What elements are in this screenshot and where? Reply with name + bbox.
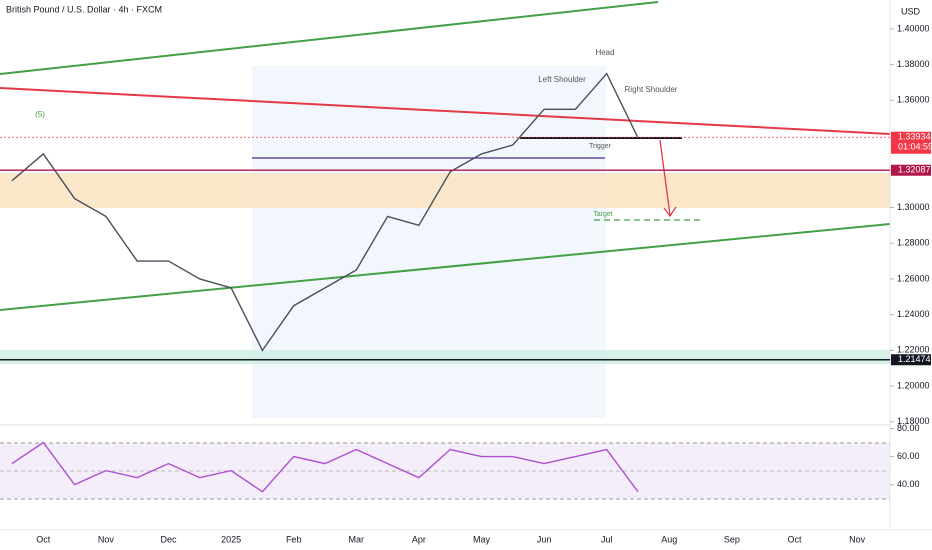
x-tick-label: Jul [601, 534, 613, 544]
unit-label: USD [901, 6, 921, 16]
price-marker-label: 1.21474 [898, 354, 931, 364]
y-tick-label: 40.00 [897, 479, 920, 489]
x-tick-label: Oct [36, 534, 51, 544]
volume-profile-area [252, 66, 606, 418]
x-tick-label: Sep [724, 534, 740, 544]
y-tick-label: 1.30000 [897, 202, 930, 212]
x-tick-label: Apr [412, 534, 426, 544]
annotation: Trigger [589, 143, 612, 150]
x-tick-label: Oct [787, 534, 802, 544]
annotation: Left Shoulder [538, 75, 586, 84]
x-tick-label: May [473, 534, 491, 544]
price-line [11, 72, 639, 352]
price-marker-label: 1.33934 [898, 132, 931, 142]
y-tick-label: 1.28000 [897, 238, 930, 248]
countdown: 01:04:59 [898, 142, 932, 152]
upper-channel [0, 1, 659, 75]
annotation: Target [593, 211, 613, 218]
x-tick-label: Nov [98, 534, 115, 544]
y-tick-label: 1.24000 [897, 309, 930, 319]
red-trendline [0, 87, 891, 135]
x-tick-label: 2025 [221, 534, 241, 544]
y-tick-label: 1.26000 [897, 273, 930, 283]
price-line [11, 441, 639, 493]
price-marker-label: 1.32087 [898, 165, 931, 175]
chart-title: British Pound / U.S. Dollar · 4h · FXCM [6, 4, 162, 14]
x-tick-label: Mar [349, 534, 365, 544]
x-tick-label: Dec [160, 534, 177, 544]
y-tick-label: 1.22000 [897, 345, 930, 355]
annotation: Head [595, 48, 614, 57]
price-marker [891, 354, 931, 366]
price-marker [891, 131, 931, 154]
demand-zone [0, 350, 890, 364]
annotation: (5) [35, 110, 45, 119]
y-tick-label: 1.18000 [897, 416, 930, 426]
annotation: Right Shoulder [625, 85, 678, 94]
x-tick-label: Feb [286, 534, 302, 544]
x-tick-label: Nov [849, 534, 866, 544]
down-arrow [659, 139, 677, 218]
x-tick-label: Aug [661, 534, 677, 544]
supply-zone [0, 173, 890, 208]
y-tick-label: 1.20000 [897, 380, 930, 390]
y-tick-label: 1.38000 [897, 59, 930, 69]
y-tick-label: 80.00 [897, 423, 920, 433]
lower-channel [0, 223, 891, 311]
price-marker [891, 164, 931, 176]
y-tick-label: 60.00 [897, 451, 920, 461]
x-tick-label: Jun [537, 534, 552, 544]
y-tick-label: 1.36000 [897, 95, 930, 105]
y-tick-label: 1.40000 [897, 23, 930, 33]
